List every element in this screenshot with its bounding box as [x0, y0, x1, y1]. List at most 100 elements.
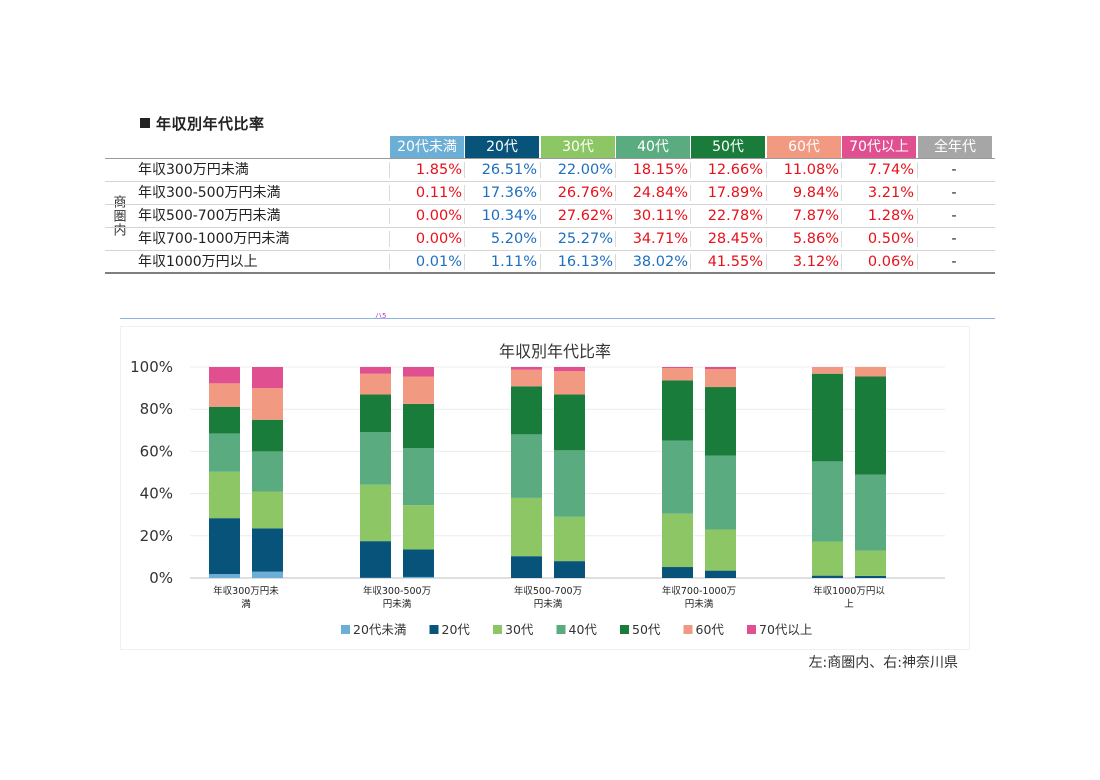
- header-cell: 全年代: [918, 136, 992, 158]
- table-cell: -: [951, 208, 957, 224]
- cell-separator: [540, 231, 541, 247]
- table-row: 年収500-700万円未満 0.00% 10.34% 27.62% 30.11% 22.7…: [105, 205, 995, 228]
- cell-separator: [917, 254, 918, 270]
- legend-swatch: [341, 625, 350, 634]
- table-cell: 11.08%: [783, 162, 839, 178]
- cell-separator: [615, 231, 616, 247]
- cell-separator: [540, 254, 541, 270]
- bar-segment: [360, 484, 391, 542]
- legend-swatch: [747, 625, 756, 634]
- cell-separator: [389, 208, 390, 224]
- cell-separator: [615, 162, 616, 178]
- legend-swatch: [620, 625, 629, 634]
- row-label: 年収300万円未満: [138, 162, 249, 178]
- square-bullet-icon: [140, 118, 150, 128]
- bar-segment: [360, 366, 391, 374]
- bar-segment: [360, 394, 391, 433]
- bar-segment: [252, 571, 283, 578]
- x-tick-label: 満: [241, 599, 251, 610]
- header-cell: 70代以上: [842, 136, 916, 158]
- table-cell: 9.84%: [792, 185, 839, 201]
- bar-segment: [209, 574, 240, 578]
- table-cell: 22.00%: [557, 162, 613, 178]
- bar-segment: [209, 367, 240, 384]
- x-tick-label: 円未満: [383, 598, 412, 610]
- table-cell: 3.12%: [792, 254, 839, 270]
- table-cell: 41.55%: [707, 254, 763, 270]
- bar-segment: [662, 513, 693, 568]
- cell-separator: [464, 254, 465, 270]
- cell-separator: [841, 185, 842, 201]
- header-cell: 50代: [691, 136, 765, 158]
- bar-segment: [662, 440, 693, 514]
- cell-separator: [464, 208, 465, 224]
- x-tick-label: 年収500-700万: [514, 585, 582, 597]
- bar-segment: [403, 376, 434, 404]
- bar-segment: [403, 505, 434, 550]
- bar-segment: [360, 541, 391, 578]
- cell-separator: [766, 185, 767, 201]
- y-tick-label: 80%: [140, 400, 173, 418]
- legend-swatch: [556, 625, 566, 634]
- table-cell: 26.51%: [481, 162, 537, 178]
- cell-separator: [464, 185, 465, 201]
- bar-segment: [662, 567, 693, 578]
- table-cell: 0.00%: [415, 231, 462, 247]
- bar-segment: [209, 433, 240, 472]
- row-label: 年収500-700万円未満: [138, 208, 281, 224]
- bar-segment: [705, 369, 736, 388]
- table-cell: 27.62%: [557, 208, 613, 224]
- cell-separator: [389, 254, 390, 270]
- cell-separator: [389, 162, 390, 178]
- row-label: 年収300-500万円未満: [138, 185, 281, 201]
- table-cell: -: [951, 162, 957, 178]
- legend-label: 40代: [569, 622, 598, 637]
- table-cell: 1.85%: [415, 162, 462, 178]
- table-cell: 7.74%: [867, 162, 914, 178]
- table-cell: -: [951, 185, 957, 201]
- table-cell: 0.01%: [415, 254, 462, 270]
- header-cell: 20代未満: [390, 136, 464, 158]
- cell-separator: [615, 254, 616, 270]
- table-cell: -: [951, 231, 957, 247]
- bar-segment: [511, 369, 542, 387]
- bar-segment: [252, 491, 283, 529]
- bar-segment: [403, 576, 434, 578]
- table-cell: 26.76%: [557, 185, 613, 201]
- table-cell: 0.50%: [867, 231, 914, 247]
- table-cell: 25.27%: [557, 231, 613, 247]
- cell-separator: [841, 231, 842, 247]
- x-tick-label: 年収300-500万: [363, 585, 431, 597]
- table-cell: 10.34%: [481, 208, 537, 224]
- table-top-border: [105, 158, 995, 159]
- cell-separator: [615, 185, 616, 201]
- bar-segment: [209, 471, 240, 519]
- row-label: 年収1000万円以上: [138, 254, 258, 270]
- bar-segment: [554, 450, 585, 517]
- y-tick-label: 60%: [140, 442, 173, 460]
- bar-segment: [812, 367, 843, 374]
- table-cell: 12.66%: [707, 162, 763, 178]
- bar-segment: [855, 367, 886, 377]
- bar-segment: [360, 373, 391, 395]
- table-row: 年収300-500万円未満 0.11% 17.36% 26.76% 24.84% 17.8…: [105, 182, 995, 205]
- cell-separator: [690, 231, 691, 247]
- bar-segment: [855, 550, 886, 576]
- bar-segment: [511, 434, 542, 498]
- cell-separator: [841, 208, 842, 224]
- legend-swatch: [683, 625, 693, 634]
- bar-segment: [209, 518, 240, 575]
- table-cell: 24.84%: [632, 185, 688, 201]
- cell-separator: [540, 185, 541, 201]
- bar-segment: [252, 528, 283, 572]
- bar-segment: [705, 387, 736, 456]
- bar-segment: [554, 371, 585, 395]
- bar-segment: [209, 383, 240, 407]
- cell-separator: [841, 254, 842, 270]
- y-tick-label: 40%: [140, 485, 173, 503]
- bar-segment: [252, 419, 283, 452]
- bar-segment: [511, 497, 542, 557]
- table-cell: 22.78%: [707, 208, 763, 224]
- cell-separator: [766, 162, 767, 178]
- divider-line: [120, 318, 995, 319]
